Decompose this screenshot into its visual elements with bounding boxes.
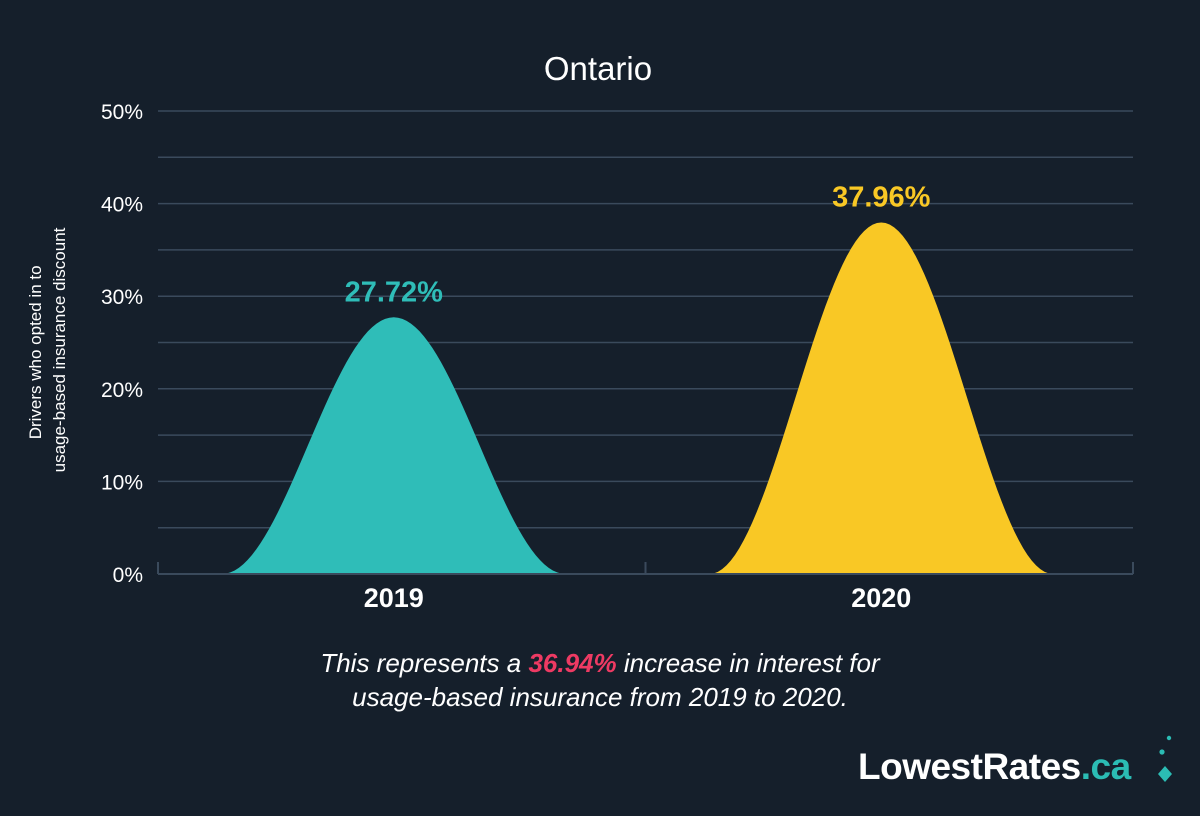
data-series xyxy=(221,222,1054,575)
y-axis-label-line-2: usage-based insurance discount xyxy=(50,227,69,472)
y-tick-label: 40% xyxy=(101,194,143,217)
caption-line-1: This represents a 36.94% increase in int… xyxy=(0,646,1200,680)
lowestrates-logo: LowestRates.ca xyxy=(858,746,1131,796)
sparkle-icon xyxy=(1158,735,1172,782)
x-tick-label-2020: 2020 xyxy=(851,583,911,613)
y-axis-label: Drivers who opted in to usage-based insu… xyxy=(26,227,69,472)
x-axis-ticks: 2019 2020 xyxy=(364,583,912,613)
caption: This represents a 36.94% increase in int… xyxy=(0,646,1200,714)
caption-text-before: This represents a xyxy=(320,648,522,678)
logo-tld-text: .ca xyxy=(1080,746,1131,787)
y-tick-label: 10% xyxy=(101,471,143,494)
logo-main-text: LowestRates xyxy=(858,746,1081,787)
y-tick-label: 20% xyxy=(101,379,143,402)
y-tick-label: 0% xyxy=(113,564,143,587)
y-tick-label: 50% xyxy=(101,101,143,124)
series-hump-2020 xyxy=(709,222,1054,575)
chart-title: Ontario xyxy=(544,50,652,87)
x-tick-label-2019: 2019 xyxy=(364,583,424,613)
caption-text-after: increase in interest for xyxy=(623,648,880,678)
caption-line-2: usage-based insurance from 2019 to 2020. xyxy=(352,682,848,712)
data-label-2019: 27.72% xyxy=(345,276,444,308)
y-axis-ticks: 0% 10% 20% 30% 40% 50% xyxy=(101,101,143,587)
y-tick-label: 30% xyxy=(101,286,143,309)
data-label-2020: 37.96% xyxy=(832,181,931,213)
chart: Ontario 0% 10% 20% 30% 40% 50% 2019 2020 27.72… xyxy=(26,50,1134,613)
caption-highlight-percent: 36.94% xyxy=(528,648,617,678)
data-labels: 27.72% 37.96% xyxy=(345,181,931,308)
x-axis xyxy=(157,562,1134,575)
series-hump-2019 xyxy=(221,317,566,574)
y-axis-label-line-1: Drivers who opted in to xyxy=(26,265,45,439)
